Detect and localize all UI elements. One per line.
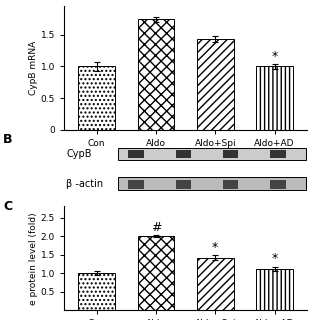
Bar [176, 180, 191, 188]
Bar [78, 67, 115, 130]
Bar [223, 180, 238, 188]
Bar [270, 180, 286, 188]
Text: C: C [3, 200, 12, 213]
Y-axis label: CypB mRNA: CypB mRNA [29, 41, 38, 95]
Bar [117, 148, 306, 159]
Bar [223, 150, 238, 158]
Bar [78, 273, 115, 310]
Bar [176, 150, 191, 158]
Text: *: * [271, 252, 278, 265]
Text: *: * [212, 241, 218, 253]
Y-axis label: e protein level (fold): e protein level (fold) [29, 212, 38, 305]
Bar [128, 180, 144, 188]
Bar [256, 67, 293, 130]
Text: #: # [151, 220, 161, 234]
Bar [197, 258, 234, 310]
Text: B: B [3, 133, 13, 146]
Bar [117, 177, 306, 190]
Bar [197, 39, 234, 130]
Bar [138, 19, 174, 130]
Text: β -actin: β -actin [67, 179, 104, 189]
Text: *: * [271, 50, 278, 63]
Bar [138, 236, 174, 310]
Text: CypB: CypB [67, 148, 92, 159]
Bar [256, 269, 293, 310]
Bar [128, 150, 144, 158]
Bar [270, 150, 286, 158]
